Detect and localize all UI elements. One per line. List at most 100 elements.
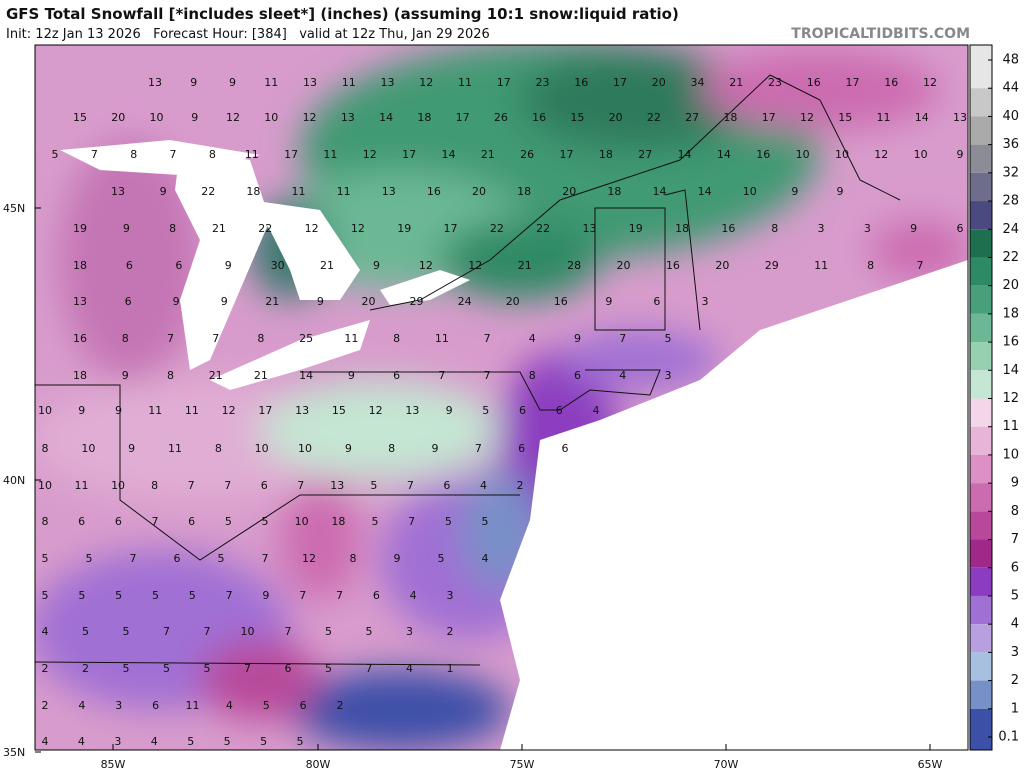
- snowfall-value: 14: [717, 148, 731, 161]
- snowfall-value: 9: [229, 76, 236, 89]
- snowfall-value: 7: [188, 479, 195, 492]
- subtitle: Init: 12z Jan 13 2026 Forecast Hour: [38…: [6, 27, 490, 42]
- snowfall-value: 12: [923, 76, 937, 89]
- snowfall-value: 17: [613, 76, 627, 89]
- colorbar-cell: [970, 144, 992, 173]
- snowfall-value: 14: [915, 111, 929, 124]
- snowfall-value: 20: [617, 259, 631, 272]
- snowfall-value: 10: [38, 479, 52, 492]
- snowfall-value: 13: [148, 76, 162, 89]
- snowfall-value: 20: [562, 185, 576, 198]
- snowfall-value: 8: [529, 369, 536, 382]
- snowfall-value: 11: [245, 148, 259, 161]
- snowfall-value: 3: [818, 222, 825, 235]
- snowfall-value: 17: [258, 404, 272, 417]
- snowfall-value: 20: [361, 295, 375, 308]
- snowfall-value: 19: [629, 222, 643, 235]
- snowfall-value: 11: [342, 76, 356, 89]
- snowfall-value: 9: [837, 185, 844, 198]
- snowfall-value: 16: [427, 185, 441, 198]
- snowfall-value: 18: [73, 259, 87, 272]
- colorbar-cell: [970, 370, 992, 399]
- snowfall-value: 25: [299, 332, 313, 345]
- snowfall-value: 13: [303, 76, 317, 89]
- snowfall-value: 17: [444, 222, 458, 235]
- snowfall-value: 6: [443, 479, 450, 492]
- colorbar-cell: [970, 483, 992, 512]
- snowfall-value: 9: [191, 111, 198, 124]
- snowfall-value: 5: [42, 589, 49, 602]
- colorbar-label: 44: [1002, 81, 1019, 96]
- colorbar-label: 28: [1002, 194, 1019, 209]
- snowfall-value: 9: [910, 222, 917, 235]
- longitude-label: 65W: [918, 758, 943, 771]
- snowfall-value: 21: [254, 369, 268, 382]
- snowfall-value: 13: [582, 222, 596, 235]
- snowfall-value: 4: [406, 662, 413, 675]
- snowfall-value: 17: [456, 111, 470, 124]
- snowfall-value: 6: [174, 552, 181, 565]
- latitude-label: 35N: [3, 746, 25, 759]
- snowfall-value: 14: [653, 185, 667, 198]
- snowfall-value: 9: [123, 222, 130, 235]
- longitude-label: 85W: [101, 758, 126, 771]
- snowfall-value: 8: [257, 332, 264, 345]
- lake-superior: [60, 140, 260, 175]
- snowfall-value: 11: [292, 185, 306, 198]
- snowfall-value: 6: [556, 404, 563, 417]
- lake-michigan: [175, 150, 270, 370]
- snowfall-value: 13: [341, 111, 355, 124]
- snowfall-value: 5: [204, 662, 211, 675]
- snowfall-value: 7: [212, 332, 219, 345]
- snowfall-value: 5: [189, 589, 196, 602]
- snowfall-value: 5: [86, 552, 93, 565]
- colorbar-cell: [970, 88, 992, 117]
- snowfall-value: 2: [517, 479, 524, 492]
- snowfall-value: 14: [379, 111, 393, 124]
- snowfall-value: 9: [221, 295, 228, 308]
- snowfall-value: 5: [52, 148, 59, 161]
- snowfall-value: 6: [188, 515, 195, 528]
- snowfall-value: 12: [351, 222, 365, 235]
- colorbar-cell: [970, 708, 992, 750]
- colorbar-label: 9: [1011, 476, 1019, 491]
- snowfall-value: 11: [168, 442, 182, 455]
- snowfall-value: 5: [123, 625, 130, 638]
- snowfall-value: 22: [536, 222, 550, 235]
- snowfall-value: 10: [743, 185, 757, 198]
- snowfall-value: 11: [876, 111, 890, 124]
- snowfall-value: 7: [226, 589, 233, 602]
- snowfall-value: 16: [666, 259, 680, 272]
- snowfall-value: 5: [225, 515, 232, 528]
- latitude-label: 45N: [3, 202, 25, 215]
- snowfall-value: 18: [723, 111, 737, 124]
- snowfall-value: 8: [771, 222, 778, 235]
- snowfall-value: 9: [317, 295, 324, 308]
- snowfall-value: 29: [765, 259, 779, 272]
- snowfall-value: 7: [438, 369, 445, 382]
- colorbar-cell: [970, 172, 992, 202]
- snowfall-value: 20: [506, 295, 520, 308]
- snowfall-value: 9: [432, 442, 439, 455]
- snowfall-value: 8: [130, 148, 137, 161]
- snowfall-value: 9: [190, 76, 197, 89]
- snowfall-value: 16: [73, 332, 87, 345]
- snowfall-value: 21: [209, 369, 223, 382]
- snowfall-value: 6: [957, 222, 964, 235]
- lake-huron: [250, 200, 360, 300]
- snowfall-value: 9: [394, 552, 401, 565]
- snowfall-value: 15: [332, 404, 346, 417]
- snowfall-value: 7: [336, 589, 343, 602]
- snowfall-value: 7: [366, 662, 373, 675]
- snowfall-value: 4: [42, 625, 49, 638]
- snowfall-value: 11: [344, 332, 358, 345]
- snowfall-value: 17: [497, 76, 511, 89]
- snowfall-value: 27: [638, 148, 652, 161]
- snowfall-value: 1: [447, 662, 454, 675]
- colorbar-cell: [970, 313, 992, 343]
- snowfall-value: 9: [373, 259, 380, 272]
- latitude-label: 40N: [3, 474, 25, 487]
- snowfall-value: 4: [480, 479, 487, 492]
- snowfall-value: 11: [264, 76, 278, 89]
- snowfall-value: 11: [458, 76, 472, 89]
